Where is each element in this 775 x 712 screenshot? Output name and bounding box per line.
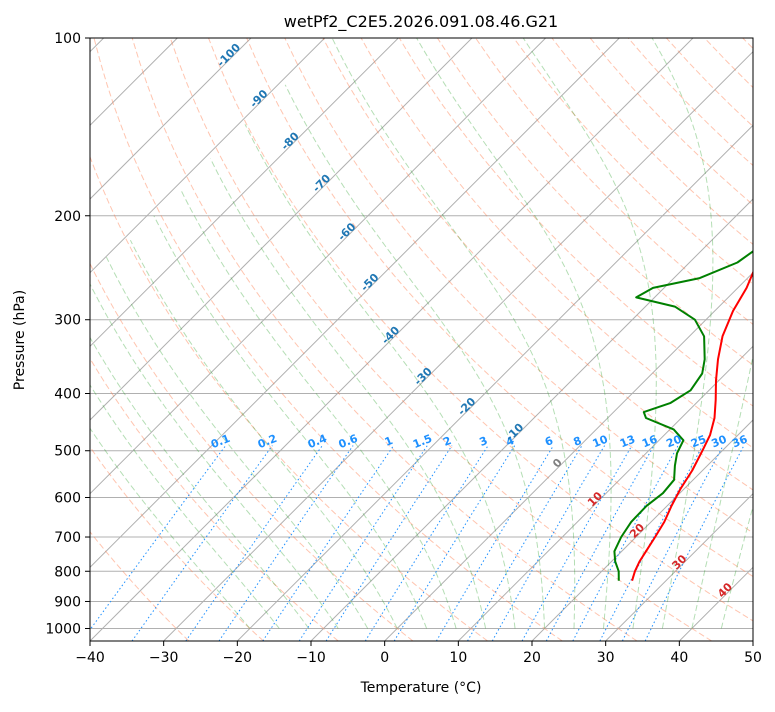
y-tick-label: 1000 [45,621,81,637]
y-tick-label: 200 [54,209,81,225]
y-tick-label: 600 [54,490,81,506]
dry-adiabat-line [743,38,775,641]
dry-adiabat-line [705,38,775,641]
mixing-ratio-label: 6 [543,434,555,449]
moist-adiabat-line [130,240,397,628]
x-tick-label: −10 [296,650,326,666]
mixing-ratio-label: 25 [689,433,708,451]
isotherm-line [164,38,767,641]
mixing-ratio-line [394,446,515,641]
dry-adiabat-line [437,38,775,641]
moist-adiabat-line [692,38,775,629]
dry-adiabat-line [666,38,775,641]
moist-adiabat-line [34,332,250,628]
dewpoint-profile-line [614,38,775,581]
isotherm-line [0,38,325,641]
isotherm-label: -80 [279,129,302,152]
moist-adiabat-line [106,257,367,628]
mixing-ratio-label: 16 [640,432,659,450]
moist-adiabat-line [69,297,309,628]
mixing-ratio-line [219,446,353,641]
plot-frame [90,38,753,641]
mixing-ratio-label: 1 [383,434,395,449]
isotherm-label: 10 [585,489,605,509]
moist-adiabat-line [721,38,775,629]
isotherm-line [16,38,619,641]
dry-adiabat-line [552,38,775,641]
moist-adiabat-line [87,278,338,628]
dry-adiabat-line [590,38,775,641]
y-tick-label: 700 [54,530,81,546]
y-tick-label: 900 [54,594,81,610]
isotherm-label: -30 [412,365,435,388]
isotherm-label: -40 [379,324,402,347]
isotherm-label: -70 [310,172,333,195]
mixing-ratio-line [645,446,744,641]
isotherm-label: -50 [358,271,381,294]
isotherm-line [753,38,775,641]
chart-title: wetPf2_C2E5.2026.091.08.46.G21 [284,12,558,32]
isotherm-line [0,38,251,641]
dry-adiabat-line [18,38,413,641]
mixing-ratio-line [186,446,322,641]
dry-adiabat-line [0,38,338,641]
moist-adiabat-line [332,38,575,629]
y-tick-label: 500 [54,444,81,460]
y-tick-label: 100 [54,31,81,47]
dry-adiabat-line [476,38,775,641]
x-tick-label: 10 [449,650,467,666]
x-tick-label: 0 [380,650,389,666]
isotherm-label: -90 [247,87,270,110]
mixing-ratio-line [522,446,632,641]
moist-adiabat-line [652,38,713,629]
mixing-ratio-label: 10 [591,432,610,450]
isotherm-label: 30 [669,552,689,572]
y-axis-label: Pressure (hPa) [12,290,28,390]
dry-adiabat-line [170,38,711,641]
moist-adiabat-line [51,315,279,628]
mixing-ratio-line [468,446,582,641]
mixing-ratio-label: 0.4 [306,432,329,451]
isotherm-label: -60 [335,220,358,243]
mixing-ratio-label: 2 [441,434,453,449]
dry-adiabat-line [514,38,775,641]
x-tick-label: 50 [744,650,762,666]
mixing-ratio-label: 3 [478,434,490,449]
isotherm-line [0,38,398,641]
x-tick-label: 20 [523,650,541,666]
mixing-ratio-label: 30 [710,432,729,450]
x-tick-label: 30 [597,650,615,666]
mixing-ratio-label: 36 [730,432,749,450]
y-tick-label: 800 [54,564,81,580]
mixing-ratio-label: 8 [572,434,584,449]
moist-adiabat-line [245,124,515,628]
x-tick-label: −30 [149,650,179,666]
moist-adiabat-line [180,189,456,629]
mixing-ratio-line [573,446,678,641]
isotherm-label: -100 [214,41,243,70]
mixing-ratio-line [263,446,394,641]
mixing-ratio-label: 0.1 [209,432,232,451]
isotherm-line [532,38,775,641]
y-tick-label: 300 [54,313,81,329]
x-tick-label: −40 [75,650,105,666]
mixing-ratio-label: 13 [618,433,637,451]
mixing-ratio-line [546,446,654,641]
y-tick-label: 400 [54,387,81,403]
mixing-ratio-line [82,446,226,641]
mixing-ratio-line [436,446,553,641]
x-tick-label: −20 [223,650,253,666]
x-axis-label: Temperature (°C) [360,680,482,696]
isotherm-label: -20 [455,395,478,418]
x-tick-label: 40 [670,650,688,666]
